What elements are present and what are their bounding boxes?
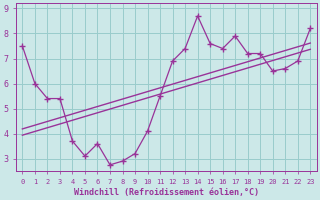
X-axis label: Windchill (Refroidissement éolien,°C): Windchill (Refroidissement éolien,°C) (74, 188, 259, 197)
